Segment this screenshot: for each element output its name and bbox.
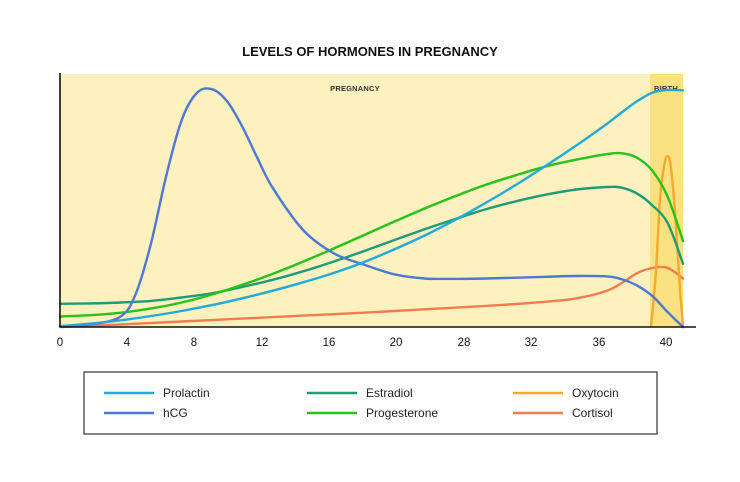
legend-box (83, 371, 658, 435)
legend-label-progesterone: Progesterone (366, 406, 438, 420)
legend-label-estradiol: Estradiol (366, 386, 413, 400)
legend-label-hcg: hCG (163, 406, 188, 420)
legend-label-oxytocin: Oxytocin (572, 386, 619, 400)
pregnancy-band-label: PREGNANCY (330, 84, 380, 93)
x-tick-label: 32 (525, 337, 538, 349)
x-tick-labels: 0 4 8 12 16 20 28 32 36 40 (57, 337, 673, 349)
x-tick-label: 40 (660, 337, 673, 349)
series-line-prolactin (58, 88, 685, 328)
pregnancy-band (60, 74, 650, 327)
series-line-oxytocin (649, 154, 685, 327)
legend-label-cortisol: Cortisol (572, 406, 613, 420)
chart-title: LEVELS OF HORMONES IN PREGNANCY (242, 44, 498, 59)
birth-band-label: BIRTH (654, 84, 678, 93)
x-tick-label: 4 (124, 337, 131, 349)
x-tick-label: 8 (191, 337, 197, 349)
series-line-progesterone (58, 151, 685, 318)
series-line-estradiol (58, 185, 685, 305)
x-tick-label: 28 (458, 337, 471, 349)
x-tick-label: 12 (256, 337, 269, 349)
legend-label-prolactin: Prolactin (163, 386, 210, 400)
series-layer (58, 87, 685, 329)
series-line-hcg (58, 87, 685, 329)
x-tick-label: 20 (390, 337, 403, 349)
x-tick-label: 36 (593, 337, 606, 349)
x-tick-label: 16 (323, 337, 336, 349)
x-tick-label: 0 (57, 337, 63, 349)
series-line-cortisol (58, 265, 685, 329)
legend: Prolactin hCG Estradiol Progesterone Oxy… (83, 371, 658, 435)
